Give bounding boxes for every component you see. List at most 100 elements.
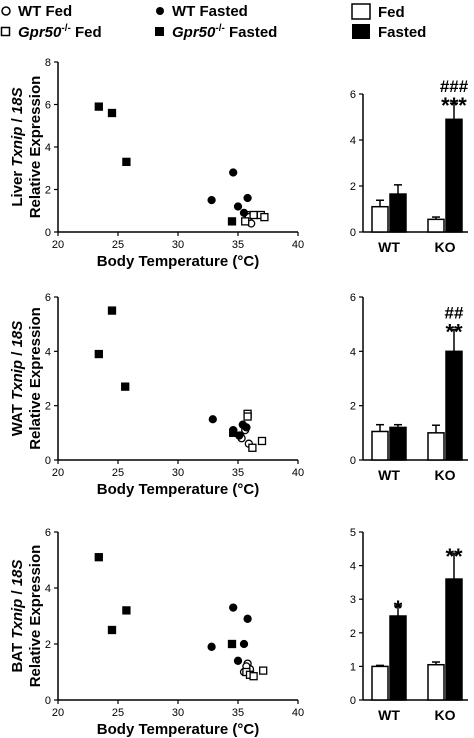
x-tick-label: 40: [292, 239, 304, 251]
significance-hashes: ##: [445, 304, 464, 323]
y-axis-label-2: Relative Expression: [27, 307, 44, 450]
y-tick-label: 2: [45, 185, 51, 197]
legend-gene: Gpr50: [18, 24, 62, 41]
y-label-sep: /: [9, 586, 26, 599]
bar-legend: Fed Fasted: [351, 3, 426, 41]
x-tick-label: 35: [232, 239, 244, 251]
x-tick-label: 30: [172, 467, 184, 479]
scatter-legend: WT Fed WT Fasted Gpr50-/- Fed Gpr50-/- F…: [0, 3, 277, 41]
y-tick-label: 6: [45, 527, 51, 539]
y-axis-label: WAT Txnip / 18S: [9, 321, 26, 437]
y-tick-label: 4: [350, 346, 356, 358]
legend-label: Fed: [378, 4, 405, 21]
y-tick-label: 6: [45, 292, 51, 304]
y-axis-label: BAT Txnip / 18S: [9, 559, 26, 672]
legend-open-square-marker: [0, 26, 11, 37]
data-point: [238, 420, 247, 429]
y-axis-label-2: Relative Expression: [27, 545, 44, 688]
bar-fed: [427, 432, 445, 461]
y-label-prefix: BAT: [9, 639, 26, 673]
data-point: [239, 208, 249, 218]
category-label: KO: [435, 239, 456, 255]
liver-scatter-chart: 0 2 4 6 8 20 25 30 35 40 Body Temperature (°C) Live…: [9, 57, 304, 270]
data-point: [243, 614, 252, 623]
y-axis-label: Liver Txnip / 18S: [9, 87, 26, 206]
category-label: WT: [378, 707, 400, 723]
y-tick-label: 8: [45, 57, 51, 69]
legend-label: WT Fed: [18, 3, 72, 20]
bar-fasted: [389, 426, 407, 461]
y-tick-label: 0: [45, 695, 51, 707]
legend-label: Gpr50-/- Fasted: [172, 23, 277, 41]
significance-hashes: ###: [440, 77, 469, 96]
y-tick-label: 0: [350, 455, 356, 467]
bar-fed: [371, 205, 389, 233]
data-point: [94, 102, 103, 111]
y-label-ref: 18S: [9, 321, 26, 348]
data-point: [249, 210, 258, 220]
data-point: [239, 639, 249, 649]
category-label: KO: [435, 707, 456, 723]
x-tick-label: 20: [52, 467, 64, 479]
x-axis-label: Body Temperature (°C): [97, 253, 259, 270]
data-point: [122, 157, 131, 167]
y-tick-label: 4: [350, 135, 356, 147]
x-tick-label: 25: [112, 707, 124, 719]
data-point: [229, 168, 238, 177]
bar-fasted: [445, 118, 463, 233]
bar-fed: [427, 663, 445, 701]
legend-item-fed: Fed: [351, 3, 405, 21]
data-point: [227, 639, 237, 649]
wat-scatter-chart: 0 2 4 6 20 25 30 35 40 Body Temperature (°C) WAT T…: [9, 292, 304, 498]
legend-item-gpr50-fed: Gpr50-/- Fed: [0, 23, 102, 41]
y-tick-label: 4: [45, 346, 51, 358]
legend-suffix: Fasted: [225, 24, 278, 41]
y-axis-label-2: Relative Expression: [27, 76, 44, 219]
data-point: [249, 672, 258, 681]
y-tick-label: 4: [350, 561, 356, 573]
x-tick-label: 20: [52, 707, 64, 719]
x-tick-label: 30: [172, 707, 184, 719]
x-tick-label: 25: [112, 239, 124, 251]
x-tick-label: 35: [232, 707, 244, 719]
data-point: [243, 193, 252, 203]
legend-item-wt-fed: WT Fed: [1, 3, 72, 20]
data-point: [107, 306, 117, 315]
y-label-sep: /: [9, 114, 26, 127]
bat-scatter-chart: 0 2 4 6 20 25 30 35 40 Body Temperature (°C) BAT T…: [9, 527, 304, 738]
legend-fasted-swatch: [352, 24, 370, 39]
bar-fed: [371, 430, 389, 461]
data-point: [94, 553, 103, 562]
x-axis-label: Body Temperature (°C): [97, 481, 259, 498]
x-tick-label: 40: [292, 707, 304, 719]
data-point: [121, 382, 130, 391]
x-axis-label: Body Temperature (°C): [97, 721, 259, 738]
legend-item-wt-fasted: WT Fasted: [156, 3, 248, 20]
legend-item-gpr50-fasted: Gpr50-/- Fasted: [155, 23, 277, 41]
y-tick-label: 0: [45, 455, 51, 467]
legend-label: WT Fasted: [172, 3, 248, 20]
y-tick-label: 2: [45, 639, 51, 651]
bar-fed: [371, 665, 389, 701]
data-point: [107, 625, 117, 635]
data-point: [259, 666, 268, 675]
bar-fasted: [389, 193, 407, 233]
legend-label: Gpr50-/- Fed: [18, 23, 102, 41]
y-label-gene: Txnip: [9, 127, 26, 167]
bat-bar-chart: 0 1 2 3 4 5 WT * KO **: [350, 527, 468, 723]
data-point: [207, 642, 216, 651]
y-label-ref: 18S: [9, 87, 26, 114]
liver-bar-chart: 0 2 4 6 WT KO ***###: [350, 77, 469, 255]
y-label-gene: Txnip: [9, 599, 26, 639]
legend-filled-square-marker: [155, 27, 164, 36]
legend-sup: -/-: [215, 23, 224, 34]
data-point: [248, 443, 257, 452]
data-point: [122, 606, 131, 615]
legend-filled-circle-marker: [156, 7, 164, 15]
bar-fed: [427, 218, 445, 233]
y-tick-label: 5: [350, 527, 356, 539]
bar-fasted: [445, 350, 463, 461]
data-point: [241, 217, 250, 226]
data-point: [260, 212, 269, 222]
x-tick-label: 25: [112, 467, 124, 479]
